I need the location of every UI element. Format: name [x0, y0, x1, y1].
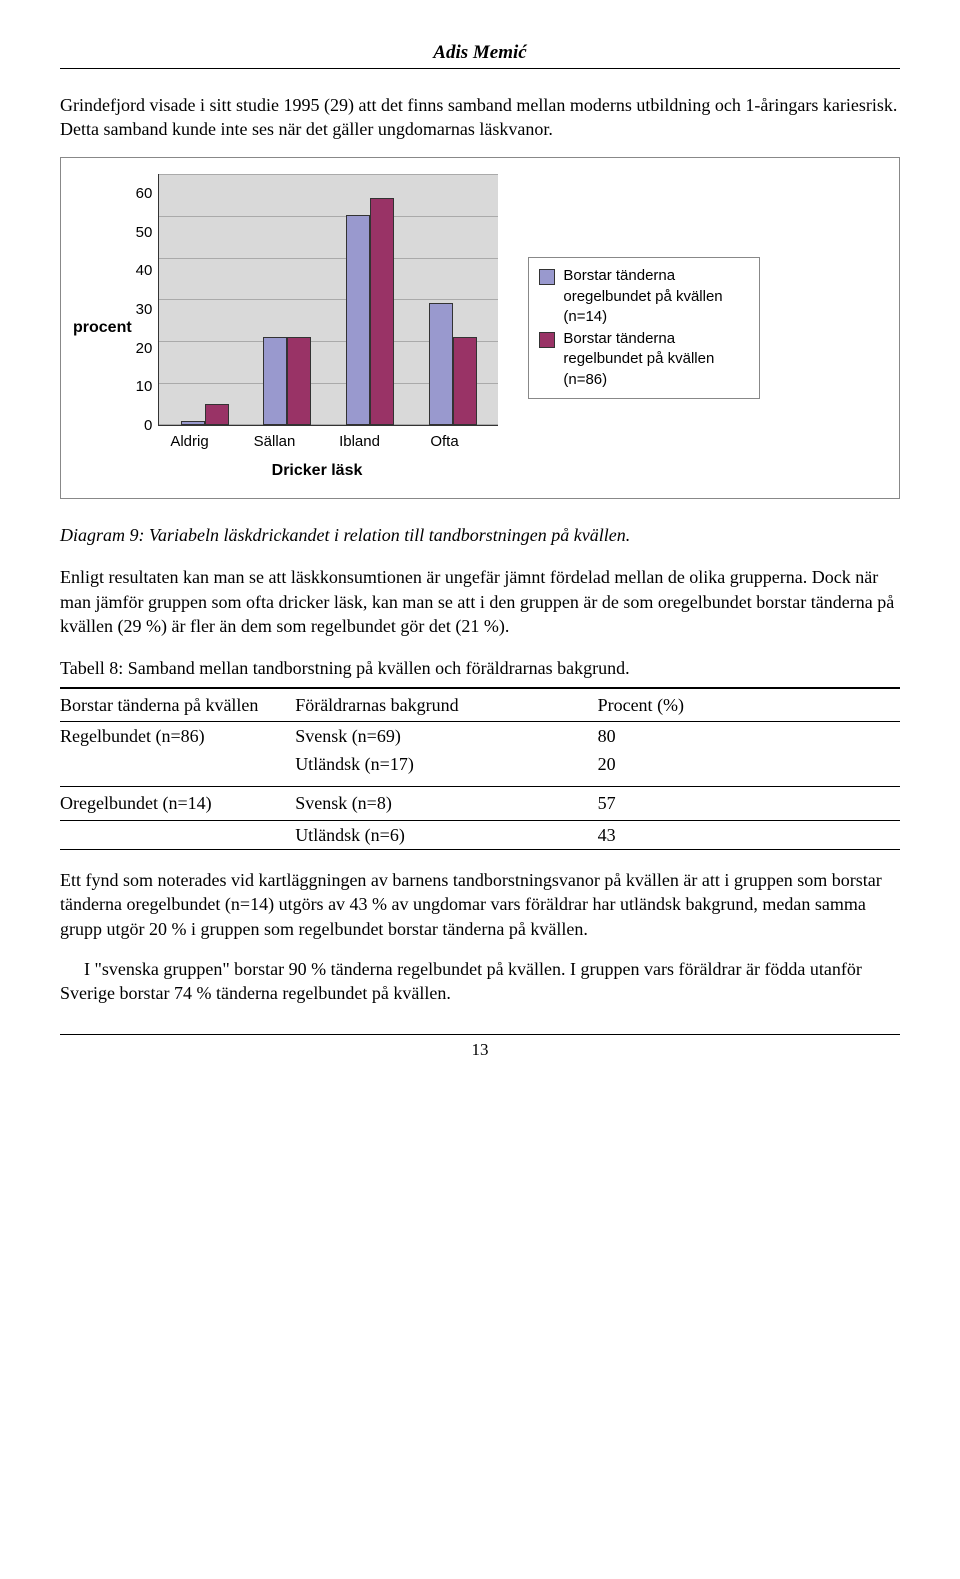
bar	[263, 337, 287, 425]
bar-group	[423, 303, 483, 425]
table-8: Borstar tänderna på kvällen Föräldrarnas…	[60, 687, 900, 850]
table-header-row: Borstar tänderna på kvällen Föräldrarnas…	[60, 688, 900, 722]
table-caption: Tabell 8: Samband mellan tandborstning p…	[60, 656, 900, 680]
cell: 80	[598, 721, 900, 750]
table-row: Regelbundet (n=86) Svensk (n=69) 80	[60, 721, 900, 750]
col-header-1: Föräldrarnas bakgrund	[295, 688, 597, 722]
bar	[181, 421, 205, 425]
plot-wrap: 6050403020100 Aldrig Sällan Ibland Ofta Dri…	[136, 174, 499, 482]
col-header-2: Procent (%)	[598, 688, 900, 722]
x-tick-label: Sällan	[240, 432, 310, 452]
y-axis-ticks: 6050403020100	[136, 174, 153, 426]
closing-paragraph-1: Ett fynd som noterades vid kartläggninge…	[60, 868, 900, 941]
legend-label-1: Borstar tänderna regelbundet på kvällen …	[563, 329, 749, 390]
bar	[287, 337, 311, 425]
cell: 57	[598, 787, 900, 820]
legend-label-0: Borstar tänderna oregelbundet på kvällen…	[563, 266, 749, 327]
legend-swatch-1	[539, 332, 555, 348]
cell: 43	[598, 820, 900, 849]
legend-item-0: Borstar tänderna oregelbundet på kvällen…	[539, 266, 749, 327]
x-tick-label: Ibland	[325, 432, 395, 452]
chart-body: procent 6050403020100 Aldrig Sällan Ibland…	[73, 174, 498, 482]
cell: Regelbundet (n=86)	[60, 721, 295, 750]
diagram-caption: Diagram 9: Variabeln läskdrickandet i re…	[60, 523, 900, 547]
x-axis-labels: Aldrig Sällan Ibland Ofta	[147, 432, 487, 452]
intro-paragraph: Grindefjord visade i sitt studie 1995 (2…	[60, 93, 900, 142]
results-paragraph: Enligt resultaten kan man se att läskkon…	[60, 565, 900, 638]
page-header-author: Adis Memić	[60, 40, 900, 69]
cell: Svensk (n=69)	[295, 721, 597, 750]
col-header-0: Borstar tänderna på kvällen	[60, 688, 295, 722]
table-row: Utländsk (n=6) 43	[60, 820, 900, 849]
bar	[346, 215, 370, 425]
closing-paragraph-2: I "svenska gruppen" borstar 90 % tändern…	[60, 957, 900, 1006]
bar	[429, 303, 453, 425]
bar-group	[340, 198, 400, 425]
legend-item-1: Borstar tänderna regelbundet på kvällen …	[539, 329, 749, 390]
cell	[60, 750, 295, 787]
cell: Utländsk (n=6)	[295, 820, 597, 849]
bar	[370, 198, 394, 425]
chart-legend: Borstar tänderna oregelbundet på kvällen…	[528, 257, 760, 399]
x-tick-label: Ofta	[410, 432, 480, 452]
x-tick-label: Aldrig	[155, 432, 225, 452]
diagram-9-chart: procent 6050403020100 Aldrig Sällan Ibland…	[60, 157, 900, 499]
table-row: Oregelbundet (n=14) Svensk (n=8) 57	[60, 787, 900, 820]
table-row: Utländsk (n=17) 20	[60, 750, 900, 787]
bar	[453, 337, 477, 425]
bar-group	[257, 337, 317, 425]
legend-swatch-0	[539, 269, 555, 285]
cell	[60, 820, 295, 849]
x-axis-title: Dricker läsk	[272, 460, 363, 482]
cell: Oregelbundet (n=14)	[60, 787, 295, 820]
cell: 20	[598, 750, 900, 787]
page-number: 13	[60, 1034, 900, 1062]
plot-area	[158, 174, 498, 426]
cell: Svensk (n=8)	[295, 787, 597, 820]
bar	[205, 404, 229, 425]
bar-group	[175, 404, 235, 425]
y-axis-label: procent	[73, 317, 132, 339]
cell: Utländsk (n=17)	[295, 750, 597, 787]
